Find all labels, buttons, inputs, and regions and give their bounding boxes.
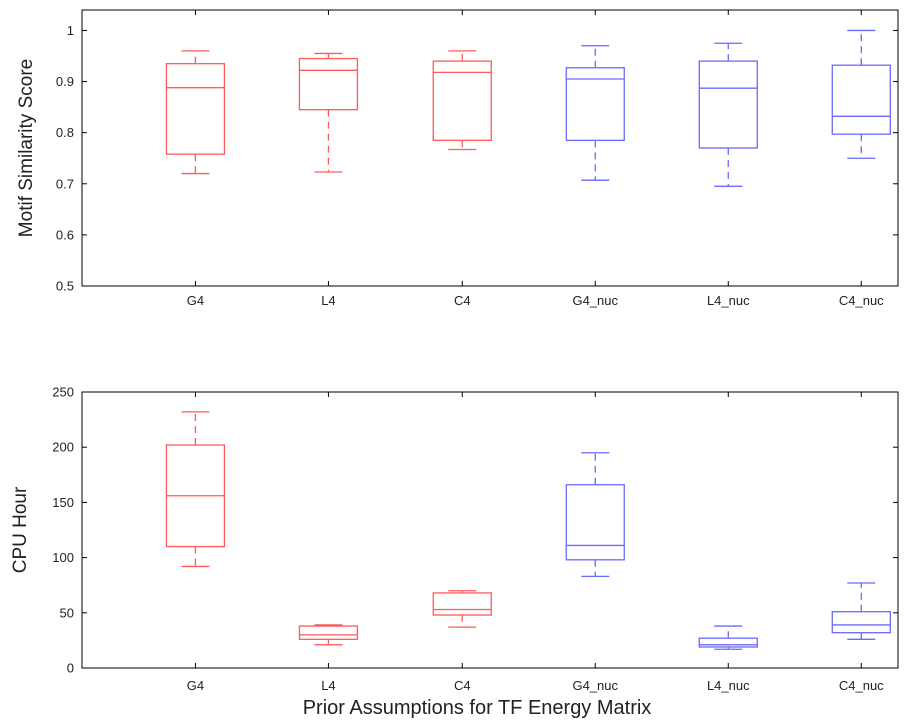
box-g4-nuc	[565, 45, 625, 181]
box-l4-nuc	[698, 625, 758, 650]
iqr-box	[698, 637, 758, 648]
plot-frame	[81, 9, 899, 287]
box-c4	[432, 50, 492, 151]
y-tick-label: 0.5	[56, 279, 74, 294]
panel-cpu-hour: 0 50 100 150 200 250 G4 L4 C4 G4_nuc L4_nuc C4_nuc C…	[10, 385, 899, 693]
iqr-box	[298, 625, 359, 640]
x-tick-label: L4	[321, 293, 335, 308]
x-tick-label: G4	[187, 678, 204, 693]
x-tick-label: L4_nuc	[707, 678, 750, 693]
x-tick-label: C4_nuc	[839, 293, 884, 308]
box-c4-nuc	[831, 582, 891, 640]
iqr-box	[565, 67, 625, 141]
box-l4	[298, 624, 359, 646]
iqr-box	[298, 57, 359, 111]
x-axis-title: Prior Assumptions for TF Energy Matrix	[303, 697, 652, 719]
y-tick-label: 100	[52, 550, 74, 565]
iqr-box	[165, 63, 226, 155]
box-g4-nuc	[565, 452, 625, 578]
box-c4	[432, 590, 492, 628]
box-g4	[165, 411, 226, 568]
iqr-box	[831, 611, 891, 634]
iqr-box	[432, 60, 492, 141]
x-tick-label: L4	[321, 678, 335, 693]
y-tick-label: 1	[67, 23, 74, 38]
box-l4-nuc	[698, 42, 758, 187]
x-tick-label: L4_nuc	[707, 293, 750, 308]
x-tick-label: C4	[454, 293, 471, 308]
box-l4	[298, 52, 359, 173]
y-tick-label: 200	[52, 440, 74, 455]
y-tick-label: 0.7	[56, 176, 74, 191]
iqr-box	[831, 64, 891, 135]
box-g4	[165, 50, 226, 175]
iqr-box	[565, 484, 625, 561]
y-tick-label: 250	[52, 385, 74, 400]
y-axis-title: Motif Similarity Score	[16, 59, 37, 237]
y-tick-label: 0.9	[56, 74, 74, 89]
y-tick-label: 0.6	[56, 227, 74, 242]
x-tick-label: G4_nuc	[572, 293, 618, 308]
y-tick-label: 50	[60, 605, 74, 620]
x-tick-label: G4	[187, 293, 204, 308]
x-tick-label: C4_nuc	[839, 678, 884, 693]
box-c4-nuc	[831, 29, 891, 159]
iqr-box	[432, 592, 492, 616]
panel-similarity: 0.5 0.6 0.7 0.8 0.9 1 G4 L4 C4 G4_nuc L4_nuc C4_nuc…	[16, 9, 899, 308]
y-axis-title: CPU Hour	[10, 486, 31, 573]
x-tick-label: G4_nuc	[572, 678, 618, 693]
y-tick-label: 0.8	[56, 125, 74, 140]
iqr-box	[698, 60, 758, 149]
x-tick-label: C4	[454, 678, 471, 693]
y-tick-label: 0	[67, 661, 74, 676]
y-tick-label: 150	[52, 495, 74, 510]
plot-frame	[81, 391, 899, 669]
